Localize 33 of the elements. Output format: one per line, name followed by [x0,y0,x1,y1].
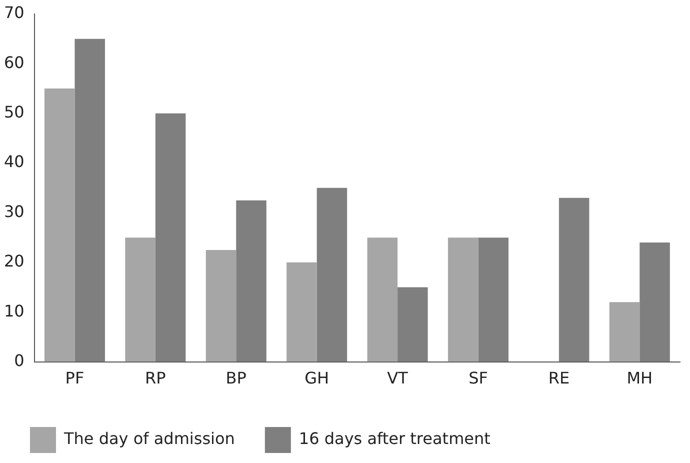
bar [478,238,508,362]
y-tick-label: 50 [4,102,24,122]
bar [367,238,398,362]
bar [640,242,670,362]
legend-label: The day of admission [63,429,235,448]
x-tick-label: SF [468,368,488,388]
y-tick-label: 30 [4,202,24,221]
x-tick-label: PF [65,368,84,388]
bar [236,200,266,362]
y-tick-label: 70 [4,3,24,22]
bar [609,302,640,362]
x-tick-label: VT [387,368,408,388]
bar [448,238,478,362]
x-tick-label: RP [145,368,166,388]
x-tick-label: GH [304,368,330,388]
y-tick-label: 10 [4,301,24,320]
x-tick-label: MH [626,368,653,388]
bar [398,287,428,362]
bar [206,250,236,362]
y-tick-label: 20 [4,252,24,271]
x-tick-label: RE [548,368,570,388]
bar [286,262,317,362]
x-tick-label: BP [226,368,247,388]
bar [558,198,590,362]
bar [155,113,186,362]
y-tick-label: 60 [4,52,24,72]
legend-label: 16 days after treatment [298,429,490,448]
bar [125,238,156,362]
bar [316,188,348,362]
bar [44,88,75,362]
bar [74,38,105,362]
y-tick-label: 40 [4,152,24,172]
y-tick-label: 0 [14,350,24,370]
